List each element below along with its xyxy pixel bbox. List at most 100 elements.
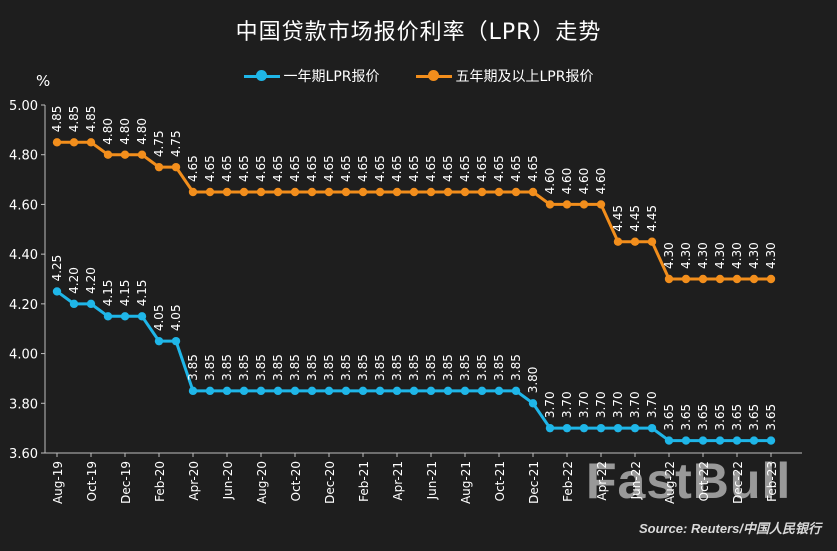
data-point-one-year xyxy=(681,436,691,445)
data-point-five-year xyxy=(494,187,504,197)
data-point-five-year xyxy=(307,187,317,197)
data-point-one-year xyxy=(613,423,623,433)
data-point-five-year xyxy=(52,138,62,147)
source-note: Source: Reuters/中国人民银行 xyxy=(638,521,821,536)
data-label-five-year: 4.85 xyxy=(84,106,98,133)
y-axis-unit-label: % xyxy=(36,72,51,90)
data-label-one-year: 3.85 xyxy=(424,354,438,381)
data-point-one-year xyxy=(69,299,79,309)
data-label-five-year: 4.65 xyxy=(390,155,404,182)
data-point-five-year xyxy=(188,187,198,197)
data-label-one-year: 3.65 xyxy=(747,404,761,431)
data-point-one-year xyxy=(205,386,215,396)
data-label-one-year: 3.65 xyxy=(730,404,744,431)
data-point-one-year xyxy=(477,386,487,396)
data-label-five-year: 4.75 xyxy=(152,130,166,157)
data-point-five-year xyxy=(171,162,181,172)
data-point-five-year xyxy=(681,274,691,284)
data-point-one-year xyxy=(545,423,555,433)
data-point-five-year xyxy=(205,187,215,197)
watermark-logo: FastBull xyxy=(586,453,792,509)
data-label-one-year: 3.85 xyxy=(186,354,200,381)
data-label-one-year: 3.85 xyxy=(458,354,472,381)
data-label-five-year: 4.80 xyxy=(118,118,132,145)
data-point-five-year xyxy=(358,187,368,197)
data-point-one-year xyxy=(766,436,776,445)
data-point-five-year xyxy=(460,187,470,197)
data-label-one-year: 3.85 xyxy=(407,354,421,381)
data-point-one-year xyxy=(358,386,368,396)
data-point-one-year xyxy=(86,299,96,309)
data-label-one-year: 3.85 xyxy=(475,354,489,381)
data-label-five-year: 4.65 xyxy=(356,155,370,182)
data-point-five-year xyxy=(596,200,606,209)
data-label-one-year: 3.85 xyxy=(390,354,404,381)
data-label-one-year: 3.85 xyxy=(237,354,251,381)
data-point-five-year xyxy=(647,237,657,246)
data-label-five-year: 4.65 xyxy=(220,155,234,182)
legend-swatch-one-year xyxy=(243,70,280,82)
data-label-one-year: 3.85 xyxy=(220,354,234,381)
data-label-five-year: 4.65 xyxy=(203,155,217,182)
legend-label-one-year: 一年期LPR报价 xyxy=(283,69,380,85)
data-label-one-year: 3.70 xyxy=(577,391,591,418)
data-label-one-year: 4.05 xyxy=(169,304,183,331)
y-tick-label: 4.80 xyxy=(9,149,38,164)
data-label-five-year: 4.60 xyxy=(560,168,574,195)
data-label-five-year: 4.30 xyxy=(679,242,693,269)
x-tick-label: Jun-20 xyxy=(221,461,235,500)
data-label-one-year: 4.15 xyxy=(135,280,149,307)
data-point-one-year xyxy=(137,312,147,321)
data-point-five-year xyxy=(69,138,79,147)
chart-title: 中国贷款市场报价利率（LPR）走势 xyxy=(235,20,602,45)
data-point-one-year xyxy=(273,386,283,396)
data-point-five-year xyxy=(766,274,776,284)
data-point-one-year xyxy=(103,312,113,321)
data-point-five-year xyxy=(562,200,572,209)
data-point-one-year xyxy=(732,436,742,445)
data-label-one-year: 3.85 xyxy=(339,354,353,381)
x-tick-label: Apr-21 xyxy=(391,461,405,501)
data-point-one-year xyxy=(120,312,130,321)
data-label-one-year: 4.25 xyxy=(50,255,64,282)
data-label-one-year: 3.85 xyxy=(356,354,370,381)
y-tick-label: 4.60 xyxy=(9,198,38,213)
data-label-one-year: 4.20 xyxy=(67,267,81,294)
data-point-one-year xyxy=(749,436,759,445)
y-tick-label: 3.80 xyxy=(9,397,38,412)
data-point-five-year xyxy=(86,138,96,147)
x-tick-label: Dec-20 xyxy=(323,461,337,504)
legend-item-five-year: 五年期及以上LPR报价 xyxy=(415,66,593,86)
data-point-five-year xyxy=(409,187,419,197)
legend-swatch-five-year xyxy=(415,70,452,82)
data-label-one-year: 3.85 xyxy=(203,354,217,381)
data-point-one-year xyxy=(341,386,351,396)
data-point-one-year xyxy=(647,423,657,433)
x-tick-label: Oct-22 xyxy=(697,461,711,501)
data-point-one-year xyxy=(596,423,606,433)
data-label-one-year: 4.15 xyxy=(118,280,132,307)
data-point-one-year xyxy=(375,386,385,396)
y-tick-label: 4.20 xyxy=(9,298,38,313)
data-label-one-year: 4.15 xyxy=(101,280,115,307)
data-label-one-year: 3.70 xyxy=(594,391,608,418)
data-label-one-year: 3.85 xyxy=(271,354,285,381)
x-tick-label: Oct-19 xyxy=(85,461,99,501)
data-label-one-year: 3.70 xyxy=(628,391,642,418)
x-tick-label: Aug-21 xyxy=(459,461,473,504)
data-point-one-year xyxy=(290,386,300,396)
y-tick-label: 4.40 xyxy=(9,248,38,263)
data-point-one-year xyxy=(392,386,402,396)
data-point-five-year xyxy=(273,187,283,197)
data-label-one-year: 3.80 xyxy=(526,367,540,394)
data-label-one-year: 3.65 xyxy=(764,404,778,431)
data-label-one-year: 3.70 xyxy=(611,391,625,418)
data-label-five-year: 4.65 xyxy=(407,155,421,182)
data-label-five-year: 4.30 xyxy=(696,242,710,269)
data-point-five-year xyxy=(375,187,385,197)
data-point-one-year xyxy=(426,386,436,396)
data-point-five-year xyxy=(341,187,351,197)
data-label-five-year: 4.65 xyxy=(441,155,455,182)
data-label-one-year: 3.70 xyxy=(560,391,574,418)
